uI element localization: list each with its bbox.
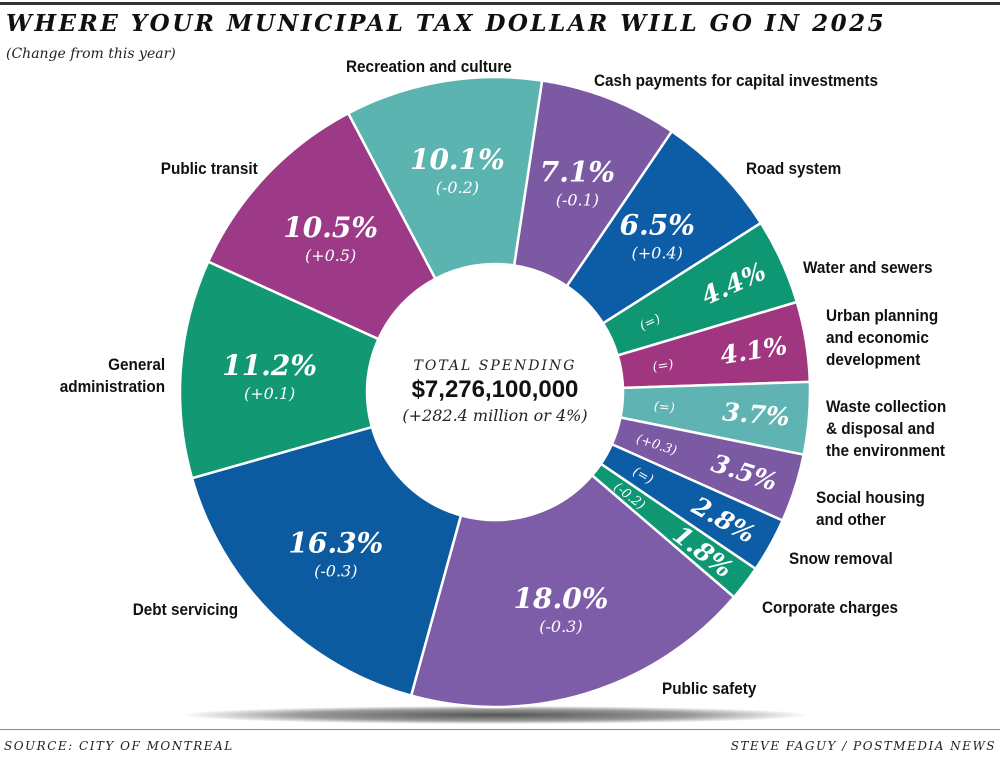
slice-name-label: Recreation and culture: [346, 57, 512, 76]
slice-8: [409, 473, 736, 709]
slice-change-label: (-0.1): [556, 191, 599, 210]
slice-change-label: (+0.1): [244, 384, 295, 403]
slice-name-label: Cash payments for capital investments: [594, 71, 878, 90]
slice-change-label: (=): [651, 357, 674, 375]
slice-pct-label: 10.5%: [283, 211, 378, 244]
source-note: SOURCE: CITY OF MONTREAL: [4, 739, 234, 753]
slice-pct-label: 16.3%: [288, 526, 383, 559]
slice-11: [206, 111, 438, 341]
slice-10: [178, 260, 381, 480]
slice-pct-label: 3.7%: [721, 397, 790, 432]
donut-shadow: [185, 706, 805, 724]
slice-change-label: (-0.3): [314, 561, 357, 580]
chart-title: WHERE YOUR MUNICIPAL TAX DOLLAR WILL GO …: [6, 10, 887, 37]
slice-name-label: Road system: [746, 159, 842, 178]
center-label: TOTAL SPENDING: [413, 358, 577, 374]
slice-change-label: (+0.5): [305, 246, 356, 265]
slice-name-label: Waste collection & disposal and the enviro…: [826, 397, 947, 460]
slice-12: [346, 75, 544, 281]
credit-note: STEVE FAGUY / POSTMEDIA NEWS: [730, 739, 996, 753]
slice-pct-label: 18.0%: [514, 582, 609, 615]
center-change: (+282.4 million or 4%): [402, 406, 588, 425]
slice-name-label: Urban planning and economic development: [826, 306, 939, 369]
slice-pct-label: 10.1%: [410, 143, 505, 176]
slice-pct-label: 6.5%: [620, 209, 695, 242]
bottom-rule: [0, 729, 1000, 730]
slice-name-label: General administration: [59, 355, 165, 396]
slice-change-label: (=): [653, 399, 675, 416]
slice-change-label: (+0.4): [632, 244, 683, 263]
center-total: $7,276,100,000: [411, 376, 579, 403]
chart-subtitle: (Change from this year): [6, 46, 176, 62]
center-summary: TOTAL SPENDING $7,276,100,000 (+282.4 mi…: [367, 358, 623, 425]
slice-9: [190, 425, 463, 698]
slice-name-label: Public safety: [662, 679, 757, 698]
slice-name-label: Debt servicing: [132, 600, 238, 619]
slice-change-label: (-0.3): [539, 617, 582, 636]
slice-change-label: (-0.2): [436, 178, 479, 197]
slice-name-label: Snow removal: [789, 549, 893, 568]
slice-pct-label: 7.1%: [540, 156, 615, 189]
slice-name-label: Water and sewers: [803, 258, 933, 277]
top-rule: [0, 2, 1000, 5]
slice-pct-label: 11.2%: [222, 349, 317, 382]
slice-name-label: Public transit: [161, 159, 258, 178]
slice-name-label: Corporate charges: [762, 598, 899, 617]
slice-name-label: Social housing and other: [816, 488, 925, 529]
